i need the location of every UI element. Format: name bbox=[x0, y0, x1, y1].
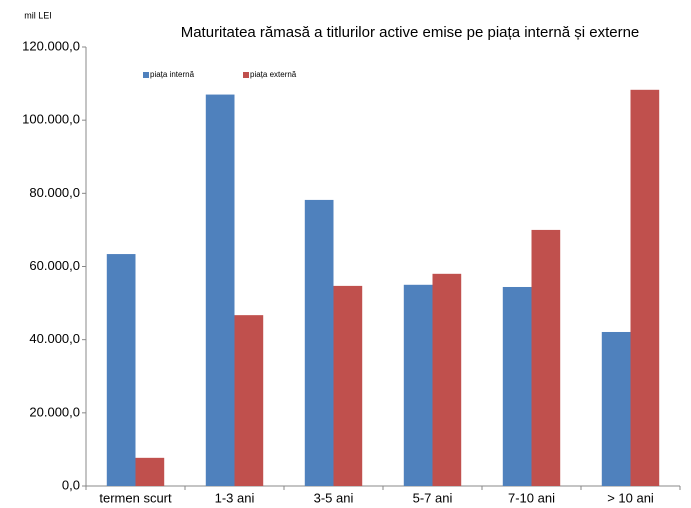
chart-title: Maturitatea rămasă a titlurilor active e… bbox=[181, 24, 640, 41]
x-tick-label: > 10 ani bbox=[607, 490, 654, 505]
x-tick-label: termen scurt bbox=[99, 490, 172, 505]
y-tick-label: 120.000,0 bbox=[22, 38, 80, 53]
y-tick-label: 20.000,0 bbox=[29, 404, 80, 419]
y-tick-label: 80.000,0 bbox=[29, 185, 80, 200]
x-tick-label: 7-10 ani bbox=[508, 490, 555, 505]
legend-label: piața internă bbox=[150, 70, 195, 79]
legend-swatch bbox=[143, 72, 149, 78]
y-tick-label: 100.000,0 bbox=[22, 112, 80, 127]
bar bbox=[106, 254, 136, 486]
y-tick-label: 0,0 bbox=[62, 477, 80, 492]
x-tick-label: 1-3 ani bbox=[215, 490, 255, 505]
bar bbox=[205, 94, 235, 486]
bar bbox=[531, 229, 561, 486]
legend-label: piața externă bbox=[250, 70, 297, 79]
y-tick-label: 40.000,0 bbox=[29, 331, 80, 346]
bar bbox=[502, 286, 532, 486]
bar bbox=[333, 285, 363, 486]
bar bbox=[432, 273, 462, 486]
x-tick-label: 5-7 ani bbox=[413, 490, 453, 505]
x-tick-label: 3-5 ani bbox=[314, 490, 354, 505]
y-tick-label: 60.000,0 bbox=[29, 258, 80, 273]
y-axis-label: mil LEI bbox=[24, 10, 52, 20]
bar bbox=[403, 284, 433, 486]
bar bbox=[304, 199, 334, 486]
bar bbox=[234, 315, 264, 486]
bar bbox=[135, 457, 165, 486]
bar bbox=[601, 331, 631, 486]
bar bbox=[630, 89, 660, 487]
legend-swatch bbox=[243, 72, 249, 78]
